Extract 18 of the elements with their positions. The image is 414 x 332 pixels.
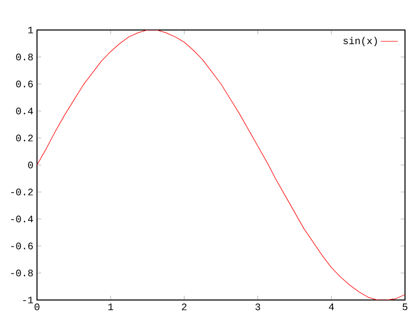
y-tick-label: 0.2 [16, 134, 33, 142]
y-tick-label: -1 [23, 296, 33, 304]
y-tick-label: -0.2 [11, 188, 33, 196]
legend-label: sin(x) [343, 36, 377, 46]
y-tick-label: 0.6 [16, 80, 33, 88]
x-tick-label: 5 [402, 304, 408, 310]
x-tick-label: 0 [34, 304, 40, 310]
y-tick-label: -0.4 [11, 216, 33, 222]
y-tick-label: 0 [28, 162, 33, 168]
y-tick-label: -0.8 [11, 270, 33, 276]
y-tick-label: 0.8 [16, 54, 33, 60]
y-tick-label: 1 [28, 26, 34, 34]
x-tick-label: 4 [328, 304, 334, 310]
y-tick-label: 0.4 [16, 108, 33, 114]
x-tick-label: 3 [255, 304, 260, 310]
y-tick-label: -0.6 [11, 242, 33, 250]
x-tick-label: 1 [108, 304, 114, 310]
x-tick-label: 2 [182, 304, 186, 310]
